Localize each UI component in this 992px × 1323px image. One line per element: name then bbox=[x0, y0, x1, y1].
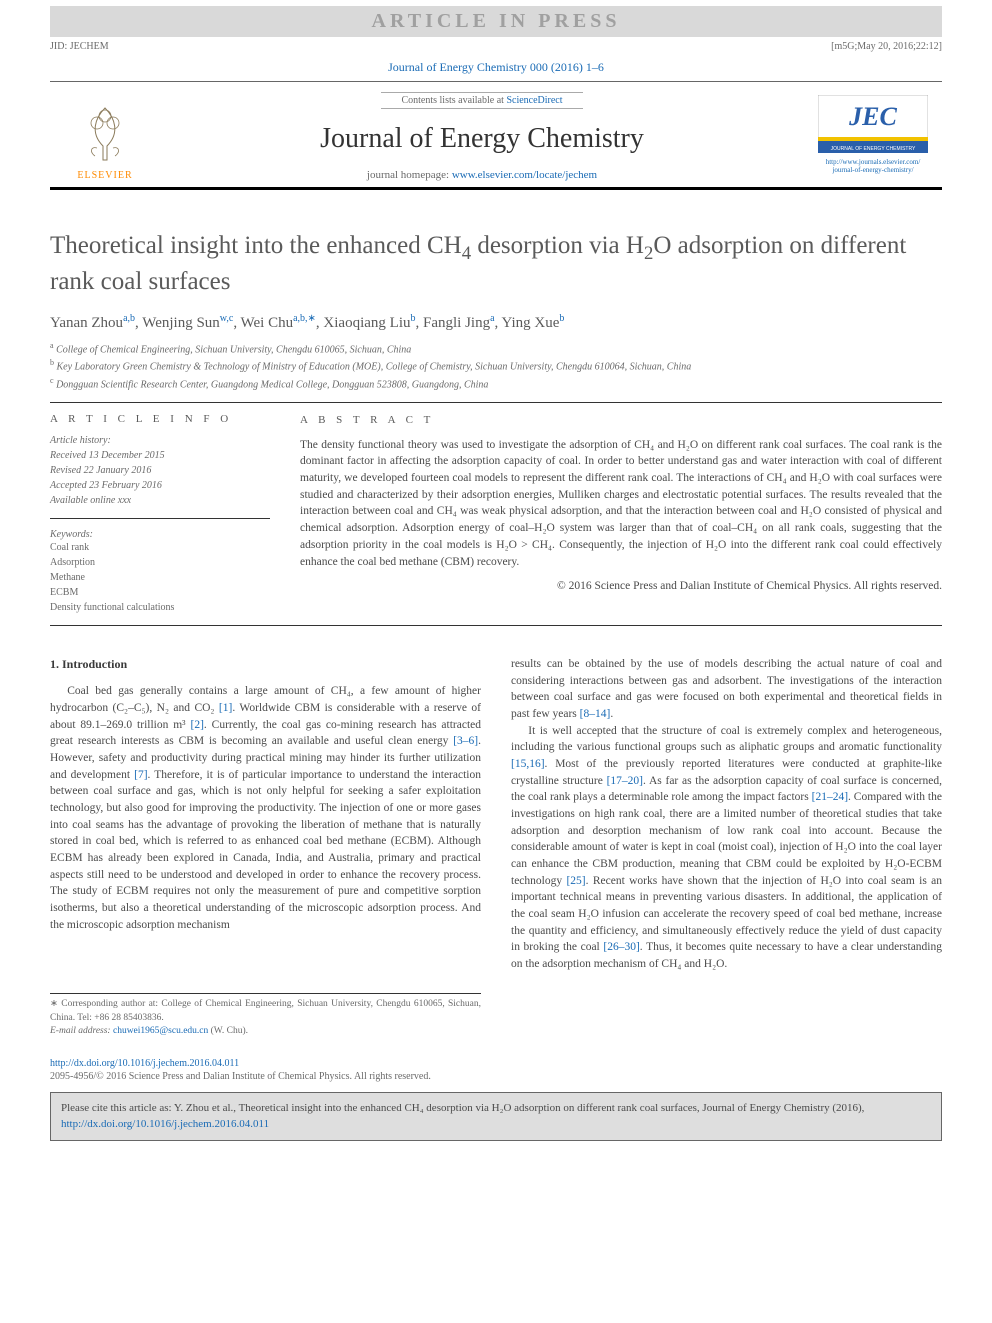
jid-right: [m5G;May 20, 2016;22:12] bbox=[831, 41, 942, 52]
author-1-aff: a,b bbox=[123, 313, 135, 324]
author-3-aff: a,b,∗ bbox=[293, 313, 316, 324]
ref-8-14[interactable]: [8–14] bbox=[580, 708, 611, 720]
cite-doi-link[interactable]: http://dx.doi.org/10.1016/j.jechem.2016.… bbox=[61, 1118, 269, 1130]
journal-header: ELSEVIER Contents lists available at Sci… bbox=[50, 81, 942, 190]
history-revised: Revised 22 January 2016 bbox=[50, 463, 270, 478]
c2p1a: results can be obtained by the use of mo… bbox=[511, 658, 942, 720]
author-1: Yanan Zhou bbox=[50, 315, 123, 331]
author-6-aff: b bbox=[559, 313, 564, 324]
homepage-link[interactable]: www.elsevier.com/locate/jechem bbox=[452, 169, 597, 181]
affiliation-a: College of Chemical Engineering, Sichuan… bbox=[56, 344, 411, 355]
keywords-head: Keywords: bbox=[50, 529, 270, 540]
affiliation-b: Key Laboratory Green Chemistry & Technol… bbox=[57, 362, 692, 373]
author-2: Wenjing Sun bbox=[142, 315, 220, 331]
author-5-aff: a bbox=[490, 313, 494, 324]
keyword-2: Adsorption bbox=[50, 555, 270, 570]
doi-line: http://dx.doi.org/10.1016/j.jechem.2016.… bbox=[50, 1058, 942, 1069]
journal-ref-top: Journal of Energy Chemistry 000 (2016) 1… bbox=[0, 60, 992, 75]
col1-para1: Coal bed gas generally contains a large … bbox=[50, 683, 481, 933]
elsevier-logo-block: ELSEVIER bbox=[50, 82, 160, 187]
ref-21-24[interactable]: [21–24] bbox=[812, 791, 848, 803]
homepage-prefix: journal homepage: bbox=[367, 169, 452, 181]
keyword-3: Methane bbox=[50, 570, 270, 585]
column-right: results can be obtained by the use of mo… bbox=[511, 656, 942, 1044]
column-left: 1. Introduction Coal bed gas generally c… bbox=[50, 656, 481, 1044]
keyword-5: Density functional calculations bbox=[50, 600, 270, 615]
ref-7[interactable]: [7] bbox=[134, 769, 147, 781]
doi-link[interactable]: http://dx.doi.org/10.1016/j.jechem.2016.… bbox=[50, 1058, 239, 1069]
history-accepted: Accepted 23 February 2016 bbox=[50, 478, 270, 493]
ref-26-30[interactable]: [26–30] bbox=[603, 941, 639, 953]
svg-text:JOURNAL OF ENERGY CHEMISTRY: JOURNAL OF ENERGY CHEMISTRY bbox=[831, 146, 916, 152]
cite-text: Please cite this article as: Y. Zhou et … bbox=[61, 1102, 864, 1114]
elsevier-tree-icon bbox=[75, 98, 135, 168]
abstract-text: The density functional theory was used t… bbox=[300, 437, 942, 570]
ref-17-20[interactable]: [17–20] bbox=[607, 775, 643, 787]
header-center: Contents lists available at ScienceDirec… bbox=[160, 82, 804, 187]
c1p1e: . Therefore, it is of particular importa… bbox=[50, 769, 481, 931]
history-received: Received 13 December 2015 bbox=[50, 448, 270, 463]
cite-box: Please cite this article as: Y. Zhou et … bbox=[50, 1092, 942, 1141]
col2-para1: results can be obtained by the use of mo… bbox=[511, 656, 942, 723]
homepage-line: journal homepage: www.elsevier.com/locat… bbox=[160, 169, 804, 181]
jec-url: http://www.journals.elsevier.com/ journa… bbox=[826, 159, 921, 174]
corresponding-footnote: ∗ Corresponding author at: College of Ch… bbox=[50, 993, 481, 1038]
jec-logo-block: JEC JOURNAL OF ENERGY CHEMISTRY http://w… bbox=[804, 82, 942, 187]
journal-name: Journal of Energy Chemistry bbox=[160, 123, 804, 155]
elsevier-label: ELSEVIER bbox=[77, 170, 132, 181]
keyword-1: Coal rank bbox=[50, 540, 270, 555]
info-abstract-row: a r t i c l e i n f o Article history: R… bbox=[50, 413, 942, 615]
corr-email-line: E-mail address: chuwei1965@scu.edu.cn (W… bbox=[50, 1025, 481, 1038]
email-suffix: (W. Chu). bbox=[208, 1026, 248, 1036]
author-4: Xiaoqiang Liu bbox=[323, 315, 410, 331]
jid-left: JID: JECHEM bbox=[50, 41, 109, 52]
sciencedirect-link[interactable]: ScienceDirect bbox=[506, 95, 562, 106]
keywords-list: Coal rank Adsorption Methane ECBM Densit… bbox=[50, 540, 270, 615]
divider-1 bbox=[50, 402, 942, 403]
ref-1[interactable]: [1] bbox=[219, 702, 232, 714]
ref-3-6[interactable]: [3–6] bbox=[453, 735, 478, 747]
corr-email-link[interactable]: chuwei1965@scu.edu.cn bbox=[113, 1026, 208, 1036]
author-2-aff: w,c bbox=[220, 313, 234, 324]
title-p1: Theoretical insight into the enhanced CH bbox=[50, 232, 462, 259]
abstract-label: a b s t r a c t bbox=[300, 413, 942, 429]
history-head: Article history: bbox=[50, 433, 270, 448]
abstract-copyright: © 2016 Science Press and Dalian Institut… bbox=[300, 578, 942, 595]
col2-para2: It is well accepted that the structure o… bbox=[511, 723, 942, 973]
body-columns: 1. Introduction Coal bed gas generally c… bbox=[50, 656, 942, 1044]
article-info-label: a r t i c l e i n f o bbox=[50, 413, 270, 425]
c2p1b: . bbox=[610, 708, 613, 720]
abstract-block: a b s t r a c t The density functional t… bbox=[300, 413, 942, 615]
c2p2a: It is well accepted that the structure o… bbox=[511, 725, 942, 754]
jid-row: JID: JECHEM [m5G;May 20, 2016;22:12] bbox=[0, 37, 992, 52]
keyword-4: ECBM bbox=[50, 585, 270, 600]
contents-line: Contents lists available at ScienceDirec… bbox=[381, 92, 582, 109]
divider-2 bbox=[50, 625, 942, 626]
ref-15-16[interactable]: [15,16] bbox=[511, 758, 545, 770]
ref-2[interactable]: [2] bbox=[191, 719, 204, 731]
article-info: a r t i c l e i n f o Article history: R… bbox=[50, 413, 270, 615]
in-press-banner: ARTICLE IN PRESS bbox=[50, 6, 942, 37]
article-title: Theoretical insight into the enhanced CH… bbox=[50, 230, 942, 299]
affiliations: a College of Chemical Engineering, Sichu… bbox=[50, 340, 942, 392]
title-p2: desorption via H bbox=[471, 232, 644, 259]
svg-text:JEC: JEC bbox=[848, 102, 897, 131]
author-4-aff: b bbox=[411, 313, 416, 324]
affiliation-c: Dongguan Scientific Research Center, Gua… bbox=[56, 379, 488, 390]
author-3: Wei Chu bbox=[241, 315, 294, 331]
jec-logo-icon: JEC JOURNAL OF ENERGY CHEMISTRY bbox=[818, 95, 928, 155]
ref-25[interactable]: [25] bbox=[566, 875, 585, 887]
author-5: Fangli Jing bbox=[423, 315, 490, 331]
history-online: Available online xxx bbox=[50, 493, 270, 508]
corr-text: ∗ Corresponding author at: College of Ch… bbox=[50, 998, 481, 1025]
contents-prefix: Contents lists available at bbox=[401, 95, 506, 106]
section-1-head: 1. Introduction bbox=[50, 656, 481, 673]
article-history: Article history: Received 13 December 20… bbox=[50, 433, 270, 519]
issn-copyright: 2095-4956/© 2016 Science Press and Dalia… bbox=[50, 1071, 942, 1082]
authors-line: Yanan Zhoua,b, Wenjing Sunw,c, Wei Chua,… bbox=[50, 313, 942, 332]
jec-url-2: journal-of-energy-chemistry/ bbox=[832, 166, 913, 174]
c2p2d: . Compared with the investigations on hi… bbox=[511, 791, 942, 886]
author-6: Ying Xue bbox=[502, 315, 560, 331]
email-label: E-mail address: bbox=[50, 1026, 113, 1036]
